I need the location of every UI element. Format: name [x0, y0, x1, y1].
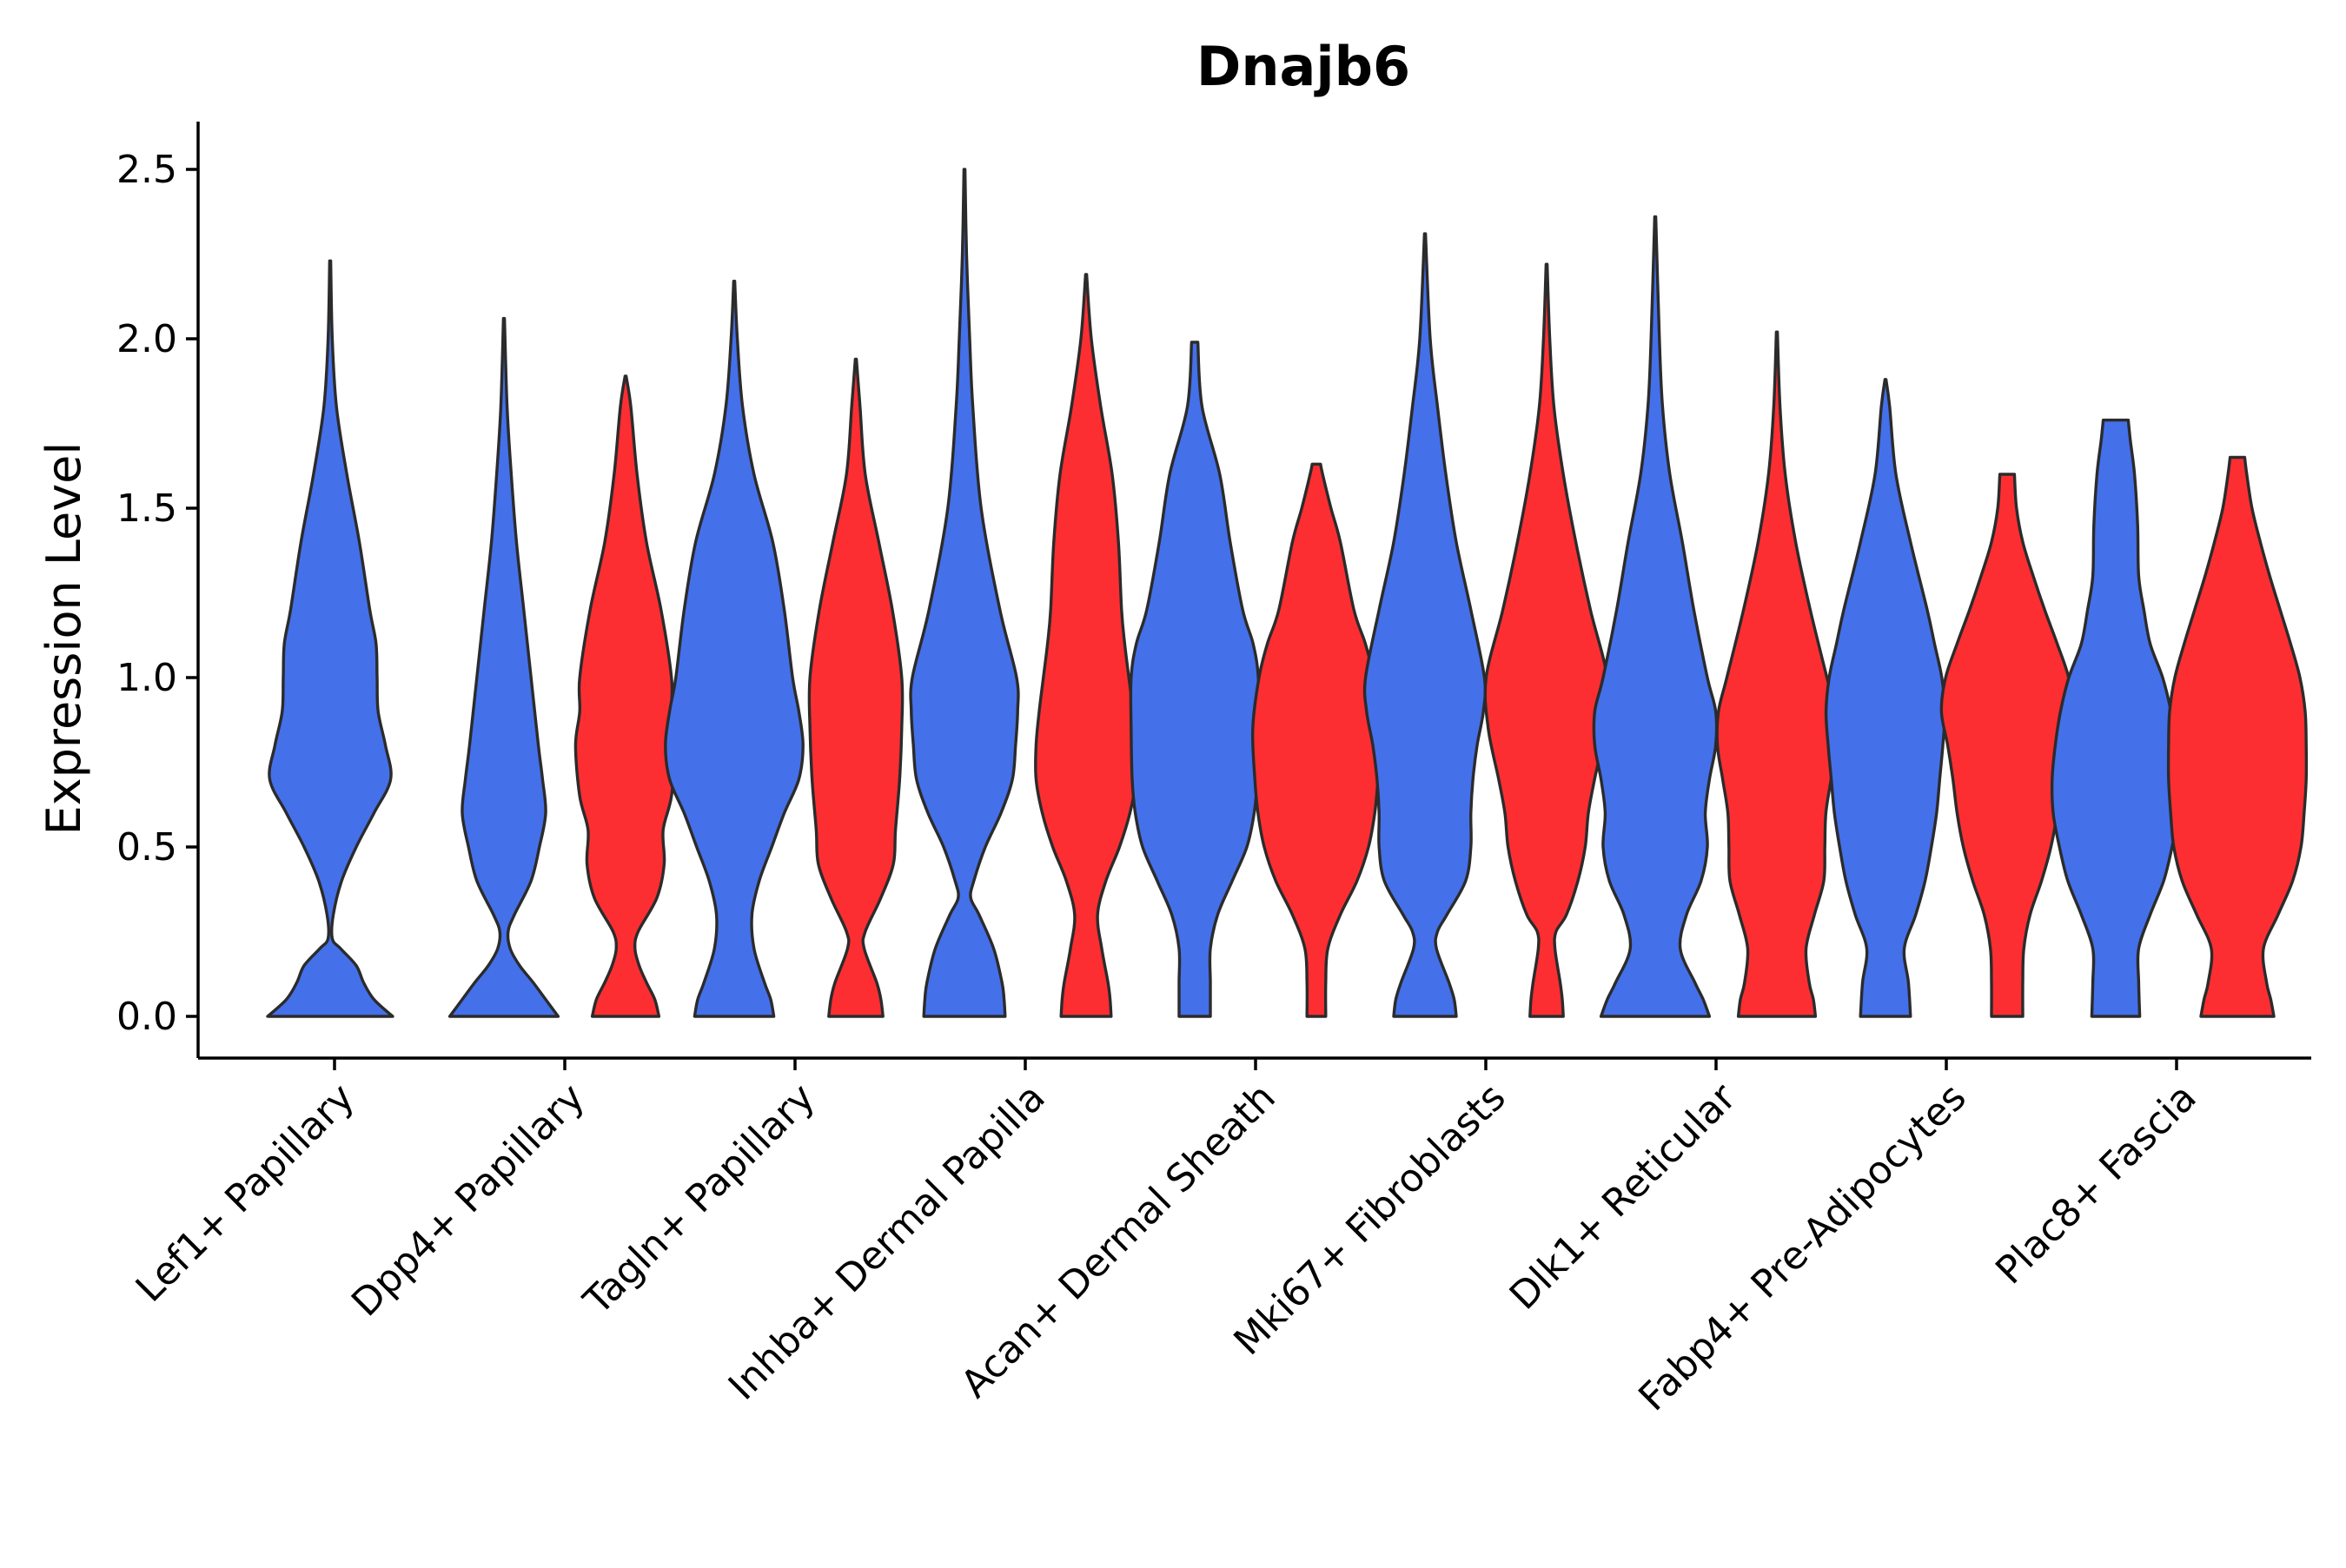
violin-6-blue [1592, 215, 1719, 1018]
violin-1-red [573, 374, 678, 1018]
x-tick-label: Dlk1+ Reticular [1501, 1075, 1746, 1319]
y-axis: 0.0 0.5 1.0 1.5 2.0 2.5 [116, 122, 200, 1058]
y-tick-label: 2.0 [116, 317, 177, 361]
violin-4-red [1250, 462, 1382, 1018]
violin-7-red [1939, 473, 2075, 1018]
violin-4-blue [1129, 341, 1261, 1018]
violin-8-blue [2050, 418, 2182, 1018]
violin-layer [266, 168, 2309, 1018]
violin-5-red [1483, 262, 1610, 1018]
y-tick-label: 0.0 [116, 995, 177, 1039]
y-tick-label: 1.0 [116, 656, 177, 700]
violin-2-red [807, 357, 905, 1018]
x-tick-label: Tagln+ Papillary [575, 1075, 824, 1324]
x-tick-label: Dpp4+ Papillary [343, 1075, 593, 1326]
y-tick-label: 1.5 [116, 486, 177, 531]
violin-6-red [1715, 330, 1839, 1018]
violin-8-red [2166, 455, 2309, 1018]
x-tick-label: Plac8+ Fascia [1987, 1075, 2205, 1293]
violin-5-blue [1362, 232, 1488, 1018]
y-tick-label: 2.5 [116, 148, 177, 192]
violin-0-blue [266, 259, 394, 1018]
violin-2-blue [664, 280, 805, 1018]
y-tick-label: 0.5 [116, 825, 177, 870]
chart-title: Dnajb6 [1196, 35, 1410, 98]
y-axis-label: Expression Level [36, 442, 91, 836]
violin-3-blue [909, 168, 1020, 1018]
violin-7-blue [1824, 378, 1947, 1018]
violin-1-blue [447, 316, 560, 1018]
violin-3-red [1034, 273, 1138, 1018]
x-tick-label: Lef1+ Papillary [128, 1075, 363, 1311]
